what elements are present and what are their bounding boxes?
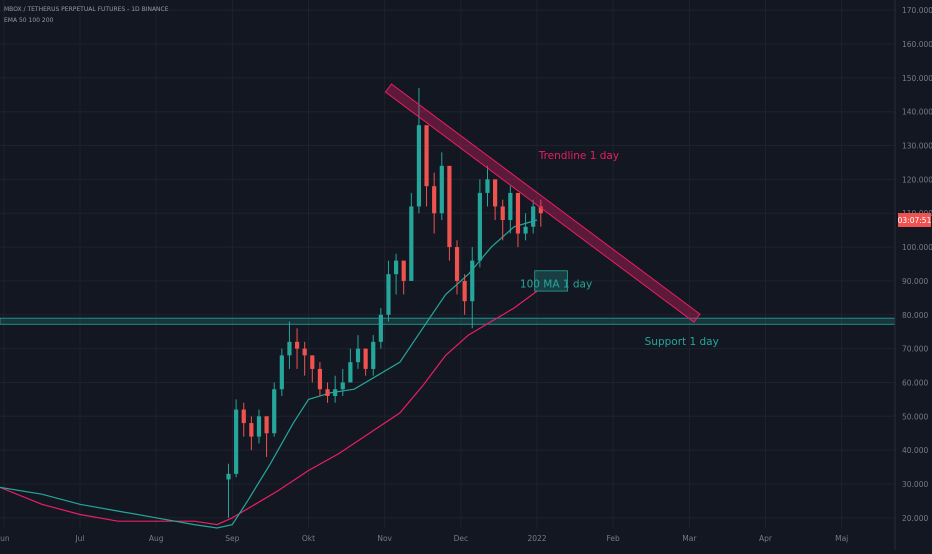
- current-price-badge: [898, 213, 931, 227]
- y-tick-label: 70.000: [902, 345, 928, 354]
- candle-body: [249, 423, 254, 437]
- candle-body: [378, 314, 383, 342]
- candle-body: [409, 206, 414, 281]
- trendline-label: Trendline 1 day: [538, 150, 619, 162]
- price-axis[interactable]: 20.000 30.000 40.000 50.000 60.000 70.000 80.0…: [898, 6, 932, 523]
- candle-body: [264, 416, 269, 434]
- trendline-band: [384, 83, 701, 323]
- y-tick-label: 50.000: [902, 412, 928, 421]
- candle-body: [287, 341, 292, 356]
- support-zone: [0, 317, 896, 325]
- x-tick-label: Nov: [377, 534, 392, 543]
- y-tick-label: 120.000: [902, 175, 932, 184]
- candle-body: [432, 186, 437, 214]
- symbol-header: MBOX / TETHERUS PERPETUAL FUTURES - 1D B…: [4, 6, 169, 13]
- candle-body: [226, 473, 231, 480]
- candle-body: [447, 165, 452, 248]
- candle-body: [234, 409, 239, 474]
- candle-body: [401, 260, 406, 281]
- indicator-header: EMA 50 100 200: [4, 17, 54, 24]
- y-tick-label: 80.000: [902, 311, 928, 320]
- candle-body: [531, 206, 536, 227]
- candle-body: [279, 355, 284, 390]
- candle-body: [454, 247, 460, 281]
- x-tick-label: 2022: [527, 534, 546, 543]
- y-tick-label: 30.000: [902, 480, 928, 489]
- ma-zone-label: 100 MA 1 day: [520, 279, 592, 291]
- current-price-label: 03:07:51: [898, 216, 932, 225]
- y-tick-label: 160.000: [902, 40, 932, 49]
- candle-body: [363, 348, 368, 369]
- y-tick-label: 90.000: [902, 277, 928, 286]
- candle-body: [485, 179, 490, 193]
- candle-body: [302, 348, 307, 356]
- candle-body: [538, 206, 543, 214]
- candle-body: [325, 389, 330, 396]
- candle-body: [256, 416, 262, 437]
- support-zone-layer: [0, 317, 896, 325]
- time-axis[interactable]: Jun Jul Aug Sep Okt Nov Dec 2022 Feb Mar Apr Maj: [0, 534, 848, 543]
- candle-body: [470, 260, 475, 302]
- ma-slow-line: [0, 290, 538, 526]
- candle-body: [310, 355, 315, 369]
- y-tick-label: 170.000: [902, 6, 932, 15]
- candle-body: [348, 362, 353, 383]
- x-tick-label: Maj: [835, 534, 848, 543]
- candle-body: [386, 274, 391, 315]
- x-tick-label: Feb: [607, 534, 621, 543]
- candle-body: [355, 348, 361, 363]
- y-tick-label: 60.000: [902, 378, 928, 387]
- y-tick-label: 140.000: [902, 108, 932, 117]
- candle-body: [477, 192, 482, 261]
- candle-body: [416, 125, 422, 207]
- candle-body: [393, 260, 399, 275]
- x-tick-label: Aug: [149, 534, 164, 543]
- candle-body: [515, 192, 521, 234]
- candle-body: [493, 179, 498, 207]
- candle-body: [340, 382, 345, 390]
- candle-body: [241, 409, 246, 424]
- candle-body: [439, 165, 444, 214]
- x-tick-label: Jul: [74, 534, 84, 543]
- y-tick-label: 100.000: [902, 243, 932, 252]
- x-tick-label: Okt: [302, 534, 315, 543]
- candle-body: [294, 341, 300, 349]
- y-tick-label: 20.000: [902, 514, 928, 523]
- x-tick-label: Sep: [225, 534, 239, 543]
- x-tick-label: Apr: [759, 534, 773, 543]
- candle-body: [371, 341, 376, 369]
- y-tick-label: 150.000: [902, 74, 932, 83]
- candle-body: [333, 389, 338, 396]
- candle-body: [424, 125, 429, 187]
- support-label: Support 1 day: [645, 336, 719, 348]
- candle-body: [272, 389, 277, 434]
- ma-zone-box: [534, 270, 568, 292]
- candle-body: [508, 192, 513, 220]
- x-tick-label: Dec: [454, 534, 469, 543]
- x-tick-label: Jun: [0, 534, 10, 543]
- y-tick-label: 130.000: [902, 142, 932, 151]
- candle-body: [523, 226, 528, 234]
- candle-body: [462, 280, 467, 302]
- annotation-layer: Support 1 day Trendline 1 day 100 MA 1 day: [384, 83, 719, 348]
- x-tick-label: Mar: [682, 534, 697, 543]
- candle-body: [500, 206, 505, 220]
- candle-body: [317, 368, 323, 390]
- y-tick-label: 40.000: [902, 446, 928, 455]
- grid-layer: [0, 0, 895, 528]
- candles-layer: [226, 88, 543, 518]
